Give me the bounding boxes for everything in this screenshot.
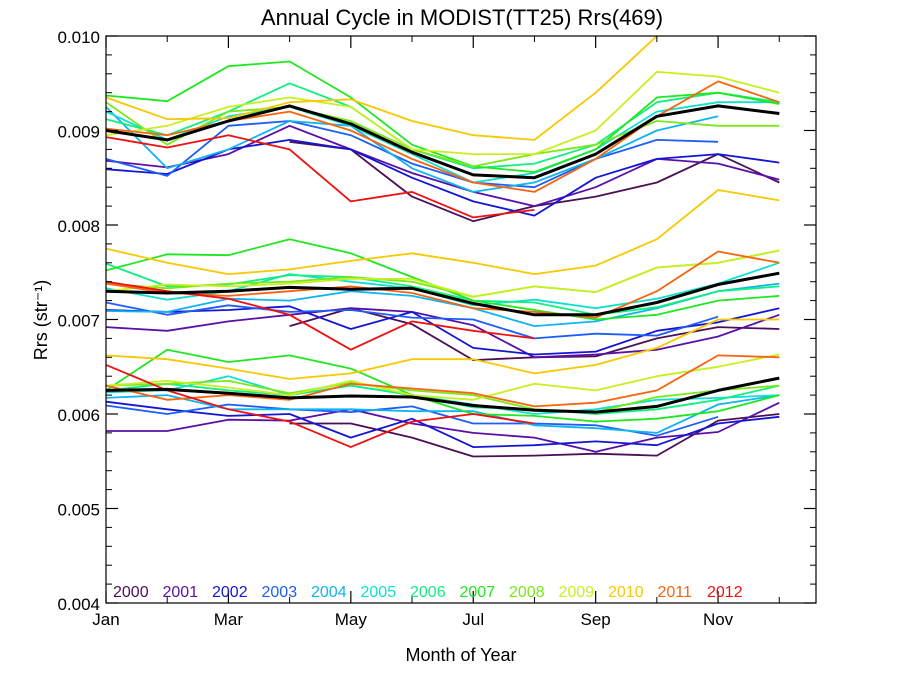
series-line-24 [106, 189, 780, 275]
series-line-40 [106, 364, 535, 448]
legend-item-2003: 2003 [262, 584, 298, 601]
x-tick-label: Nov [703, 610, 734, 629]
legend-item-2000: 2000 [113, 584, 149, 601]
chart-title: Annual Cycle in MODIST(TT25) Rrs(469) [261, 5, 663, 30]
y-tick-label: 0.006 [57, 406, 100, 425]
series-line-38 [106, 318, 780, 380]
series-line-2 [106, 139, 780, 217]
legend-item-2002: 2002 [212, 584, 248, 601]
y-tick-label: 0.009 [57, 123, 100, 142]
legend-item-2008: 2008 [509, 584, 545, 601]
series-line-4 [106, 106, 719, 193]
x-tick-label: May [335, 610, 368, 629]
y-tick-label: 0.007 [57, 312, 100, 331]
series-line-12 [106, 134, 535, 219]
series-line-36 [106, 380, 780, 413]
mean-series-line-13 [106, 104, 780, 180]
series-line-17 [106, 301, 719, 340]
mean-series-line-27 [106, 271, 780, 317]
series-line-16 [106, 305, 780, 356]
series-lines [106, 36, 780, 458]
series-line-8 [106, 101, 780, 168]
x-tick-label: Mar [214, 610, 244, 629]
legend-item-2004: 2004 [311, 584, 347, 601]
series-line-7 [106, 60, 780, 173]
series-line-21 [106, 238, 780, 321]
x-tick-label: Jul [462, 610, 484, 629]
legend-item-2012: 2012 [707, 584, 743, 601]
y-tick-label: 0.004 [57, 595, 100, 614]
series-line-3 [106, 120, 719, 189]
series-line-10 [106, 36, 780, 141]
series-line-37 [106, 353, 780, 401]
series-line-29 [106, 401, 780, 453]
legend-item-2001: 2001 [163, 584, 199, 601]
y-tick-label: 0.010 [57, 28, 100, 47]
axis-ticks: 0.004 0.005 0.006 0.007 0.008 0.009 0.010 Jan Ma… [57, 28, 816, 629]
y-tick-label: 0.008 [57, 217, 100, 236]
series-line-39 [106, 354, 780, 408]
legend-item-2005: 2005 [361, 584, 397, 601]
series-line-35 [106, 348, 780, 423]
legend: 2000 2001 2002 2003 2004 2005 2006 2007 2008 2009… [113, 584, 743, 601]
legend-item-2006: 2006 [410, 584, 446, 601]
series-line-31 [106, 403, 719, 437]
legend-item-2007: 2007 [460, 584, 496, 601]
x-axis-label: Month of Year [405, 645, 516, 665]
series-line-28 [289, 413, 780, 458]
legend-item-2009: 2009 [559, 584, 595, 601]
series-line-30 [106, 400, 780, 448]
y-tick-label: 0.005 [57, 501, 100, 520]
series-line-25 [106, 250, 780, 319]
series-line-1 [106, 124, 780, 207]
series-line-15 [106, 307, 780, 359]
plot-frame [105, 35, 817, 604]
x-tick-label: Jan [92, 610, 119, 629]
mean-series-line-41 [106, 376, 780, 414]
y-axis-label: Rrs (str⁻¹) [31, 280, 51, 360]
series-line-9 [106, 71, 780, 155]
legend-item-2010: 2010 [608, 584, 644, 601]
series-line-23 [106, 249, 780, 298]
series-line-6 [106, 82, 780, 170]
legend-item-2011: 2011 [658, 584, 693, 601]
x-tick-label: Sep [581, 610, 611, 629]
